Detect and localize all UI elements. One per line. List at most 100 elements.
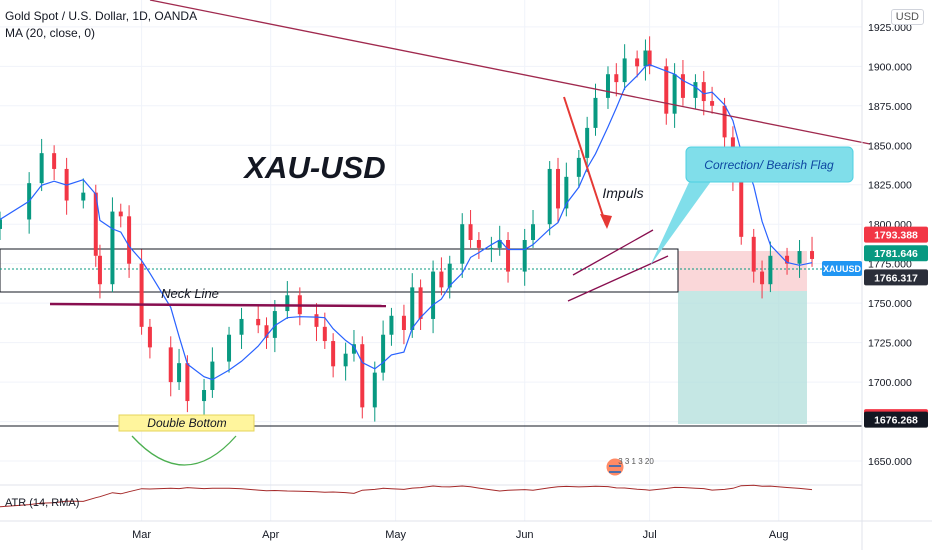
time-tick-label: May xyxy=(385,529,406,541)
time-tick-label: Jun xyxy=(516,529,534,541)
price-badge-bg xyxy=(864,226,928,243)
candle-body xyxy=(701,82,706,102)
price-badge-bg xyxy=(864,411,928,428)
callout-label: Correction/ Bearish Flag xyxy=(704,158,834,172)
candle-body xyxy=(127,216,132,264)
candle-body xyxy=(331,341,336,367)
candle-body xyxy=(168,347,173,383)
price-badge: 1781.646 xyxy=(874,248,918,260)
candle-body xyxy=(643,50,648,67)
currency-selector[interactable]: USD xyxy=(890,9,924,25)
candle-body xyxy=(722,105,727,138)
price-tick-label: 1825.000 xyxy=(868,180,912,192)
neck-line-label: Neck Line xyxy=(161,286,219,301)
flag-range-box xyxy=(0,248,679,293)
price-tick-label: 1650.000 xyxy=(868,456,912,468)
time-tick-label: Apr xyxy=(262,529,279,541)
candle-body xyxy=(227,334,232,362)
callout-box xyxy=(685,146,854,183)
candle-body xyxy=(81,192,86,201)
candle-body xyxy=(497,240,502,248)
candle-body xyxy=(210,361,215,390)
candle-body xyxy=(118,211,123,217)
impulse-arrow xyxy=(563,96,607,226)
price-tick-label: 1725.000 xyxy=(868,338,912,350)
candle-body xyxy=(177,363,182,383)
candle-body xyxy=(585,127,590,158)
candle-body xyxy=(622,58,627,83)
double-bottom-arc xyxy=(131,435,237,466)
price-tick-label: 1900.000 xyxy=(868,61,912,73)
candle-body xyxy=(410,287,415,330)
candle-body xyxy=(185,363,190,402)
candle-body xyxy=(785,255,790,264)
ma-line xyxy=(0,64,813,381)
candle-body xyxy=(0,219,2,229)
candle-body xyxy=(285,295,290,312)
candle-body xyxy=(360,344,365,408)
candle-body xyxy=(564,176,569,209)
candle-body xyxy=(314,314,319,327)
price-tick-label: 1875.000 xyxy=(868,101,912,113)
candle-body xyxy=(272,311,277,338)
price-badge-bg xyxy=(864,245,928,262)
candle-body xyxy=(93,192,98,256)
candle-body xyxy=(614,74,619,83)
candle-body xyxy=(147,326,152,348)
candle-body xyxy=(447,263,452,288)
double-bottom-label-bg xyxy=(118,414,255,432)
candle-body xyxy=(797,251,802,264)
flag-channel-lower xyxy=(567,255,669,302)
candle-body xyxy=(760,271,765,285)
candle-body xyxy=(256,318,261,326)
candle-body xyxy=(768,255,773,285)
candle-body xyxy=(476,240,481,248)
time-tick-label: Jul xyxy=(643,529,657,541)
time-tick-label: Aug xyxy=(769,529,789,541)
candle-body xyxy=(556,168,561,209)
candle-body xyxy=(389,315,394,335)
candle-body xyxy=(351,344,356,354)
candle-body xyxy=(343,353,348,367)
price-badge: 1766.317 xyxy=(874,272,918,284)
candle-body xyxy=(202,390,207,402)
atr-line xyxy=(0,484,813,508)
flag-channel-upper xyxy=(572,229,654,276)
candle-body xyxy=(522,240,527,272)
ma-indicator-legend[interactable]: MA (20, close, 0) xyxy=(5,26,96,40)
candle-body xyxy=(431,271,436,319)
impulse-arrowhead xyxy=(600,214,612,229)
candle-body xyxy=(605,74,610,98)
take-profit-zone xyxy=(678,291,807,424)
candle-body xyxy=(489,247,494,250)
callout-pointer xyxy=(650,180,712,266)
candle-body xyxy=(401,315,406,330)
candle-body xyxy=(381,334,386,373)
candle-body xyxy=(672,74,677,114)
candle-body xyxy=(418,287,423,319)
time-axis[interactable]: Mar Apr May Jun Jul Aug xyxy=(132,529,788,541)
candle-body xyxy=(593,97,598,128)
descending-trendline xyxy=(149,0,871,145)
price-badge: 1676.268 xyxy=(874,415,918,427)
candle-body xyxy=(531,224,536,240)
candle-body xyxy=(110,211,115,285)
candle-body xyxy=(52,153,57,169)
flag-icon xyxy=(609,465,621,473)
candle-body xyxy=(810,251,815,259)
candle-body xyxy=(739,176,744,237)
candle-body xyxy=(506,240,511,272)
candle-body xyxy=(372,372,377,408)
candle-body xyxy=(647,50,652,67)
price-axis[interactable]: 1650.0001675.0001700.0001725.0001750.000… xyxy=(868,22,912,468)
event-icon-text: 3 3 1 3 20 xyxy=(618,457,654,466)
symbol-title[interactable]: Gold Spot / U.S. Dollar, 1D, OANDA xyxy=(5,9,198,23)
double-bottom-label: Double Bottom xyxy=(147,416,226,430)
atr-indicator-legend[interactable]: ATR (14, RMA) xyxy=(5,497,80,509)
candle-body xyxy=(139,263,144,327)
chart-annotation-title: XAU-USD xyxy=(242,150,385,185)
candle-body xyxy=(439,271,444,288)
